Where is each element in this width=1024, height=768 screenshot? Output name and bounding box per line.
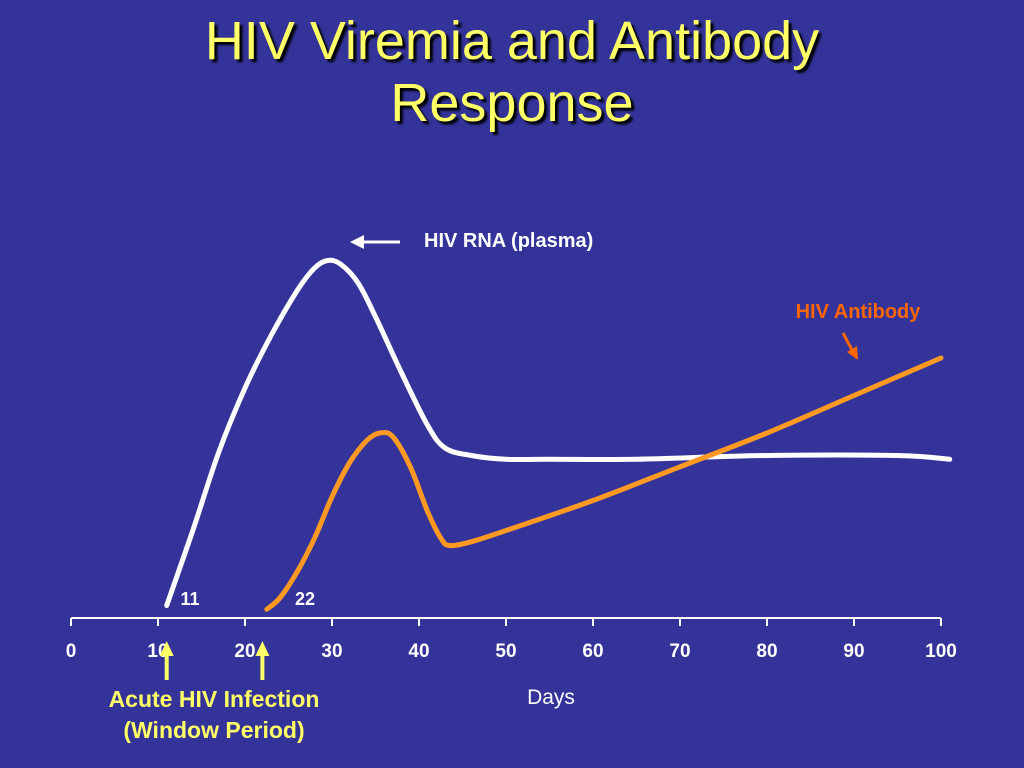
- rna-annotation-label: HIV RNA (plasma): [424, 230, 593, 252]
- window-arrow-day-11: [159, 641, 174, 680]
- title-line-2: Response: [390, 73, 634, 133]
- x-tick-label-10: 10: [147, 641, 168, 662]
- x-tick-label-40: 40: [408, 641, 429, 662]
- x-tick-label-50: 50: [495, 641, 516, 662]
- x-tick-label-80: 80: [756, 641, 777, 662]
- window-arrow-day-22: [255, 641, 270, 680]
- x-tick-label-0: 0: [66, 641, 77, 662]
- rna-series-line: [164, 257, 953, 608]
- x-tick-label-20: 20: [234, 641, 255, 662]
- x-tick-label-100: 100: [925, 641, 957, 662]
- x-tick-label-90: 90: [843, 641, 864, 662]
- rna-annotation-arrow: [350, 235, 400, 249]
- x-axis-label: Days: [527, 686, 575, 709]
- window-period-arrows: [159, 641, 270, 680]
- x-tick-label-30: 30: [321, 641, 342, 662]
- series-lines: [164, 257, 953, 612]
- antibody-annotation-arrow: [841, 332, 858, 360]
- window-period-label-line-1: Acute HIV Infection: [109, 686, 320, 712]
- point-label-11: 11: [180, 589, 199, 609]
- slide-title: HIV Viremia and Antibody Response: [0, 10, 1024, 134]
- window-period-label-line-2: (Window Period): [123, 717, 304, 743]
- title-line-1: HIV Viremia and Antibody: [204, 11, 820, 71]
- x-tick-label-60: 60: [582, 641, 603, 662]
- point-label-22: 22: [295, 589, 315, 609]
- antibody-annotation-label: HIV Antibody: [796, 301, 922, 323]
- antibody-series-line: [264, 355, 944, 612]
- x-tick-labels: 0 10 20 30 40 50 60 70 80 90 100: [66, 641, 957, 662]
- x-tick-label-70: 70: [669, 641, 690, 662]
- x-ticks: [70, 618, 942, 626]
